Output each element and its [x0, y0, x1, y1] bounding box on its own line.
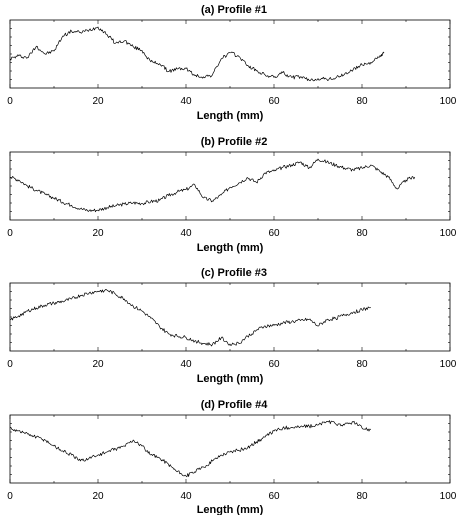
panel-a-x-axis-label: Length (mm) — [197, 110, 264, 122]
panel-a-profile-line — [9, 26, 385, 82]
panel-b-x-tick-label: 80 — [356, 228, 368, 239]
panel-b-x-tick-label: 20 — [92, 228, 104, 239]
panel-c-x-tick-label: 80 — [356, 359, 368, 370]
panel-c-x-axis-label: Length (mm) — [197, 373, 264, 385]
panel-c-x-tick-labels: 0 20 40 60 80 100 — [7, 359, 457, 370]
panel-d-x-tick-label: 60 — [268, 491, 280, 502]
panel-a-plot-frame — [9, 19, 451, 89]
panel-c-x-tick-label: 100 — [440, 359, 457, 370]
panel-c: (c) Profile #3 0 20 40 60 80 100 Length … — [7, 267, 457, 385]
panel-a-title: (a) Profile #1 — [201, 4, 267, 16]
panel-b-title: (b) Profile #2 — [201, 136, 268, 148]
panel-a-x-tick-labels: 0 20 40 60 80 100 — [7, 96, 457, 107]
panel-c-ticks — [9, 283, 451, 351]
panel-b-x-tick-labels: 0 20 40 60 80 100 — [7, 228, 457, 239]
panel-b-x-tick-label: 40 — [180, 228, 192, 239]
panel-d-x-tick-label: 0 — [7, 491, 13, 502]
panel-d-x-axis-label: Length (mm) — [197, 504, 264, 515]
panel-a-x-tick-label: 40 — [180, 96, 192, 107]
panel-b-x-axis-label: Length (mm) — [197, 242, 264, 254]
panel-a-x-tick-label: 60 — [268, 96, 280, 107]
panel-c-plot-frame — [9, 282, 451, 352]
panel-b-plot-frame — [9, 151, 451, 221]
panel-c-x-tick-label: 20 — [92, 359, 104, 370]
panel-a-x-tick-label: 20 — [92, 96, 104, 107]
panel-a-ticks — [9, 20, 451, 88]
panel-c-x-tick-label: 40 — [180, 359, 192, 370]
panel-d-x-tick-label: 20 — [92, 491, 104, 502]
panel-c-title: (c) Profile #3 — [201, 267, 267, 279]
panel-d: (d) Profile #4 0 20 40 60 80 100 Length … — [7, 399, 457, 515]
panel-c-x-tick-label: 0 — [7, 359, 13, 370]
panel-c-x-tick-label: 60 — [268, 359, 280, 370]
panel-c-profile-line — [9, 288, 371, 347]
panel-d-title: (d) Profile #4 — [201, 399, 269, 411]
panel-d-x-tick-label: 100 — [440, 491, 457, 502]
panel-b-x-tick-label: 100 — [440, 228, 457, 239]
panel-b-profile-line — [9, 158, 416, 213]
panel-d-plot-frame — [9, 414, 451, 484]
panel-a-x-tick-label: 100 — [440, 96, 457, 107]
panel-d-x-tick-labels: 0 20 40 60 80 100 — [7, 491, 457, 502]
panel-a-x-tick-label: 80 — [356, 96, 368, 107]
panel-a: (a) Profile #1 0 20 40 60 80 100 Length … — [7, 4, 457, 122]
panel-d-x-tick-label: 80 — [356, 491, 368, 502]
panel-b-x-tick-label: 60 — [268, 228, 280, 239]
panel-d-profile-line — [9, 420, 372, 478]
panel-b: (b) Profile #2 0 20 40 60 80 100 Length … — [7, 136, 457, 254]
panel-d-x-tick-label: 40 — [180, 491, 192, 502]
panel-a-x-tick-label: 0 — [7, 96, 13, 107]
panel-b-x-tick-label: 0 — [7, 228, 13, 239]
panel-d-ticks — [9, 415, 451, 483]
panel-b-ticks — [9, 152, 451, 220]
